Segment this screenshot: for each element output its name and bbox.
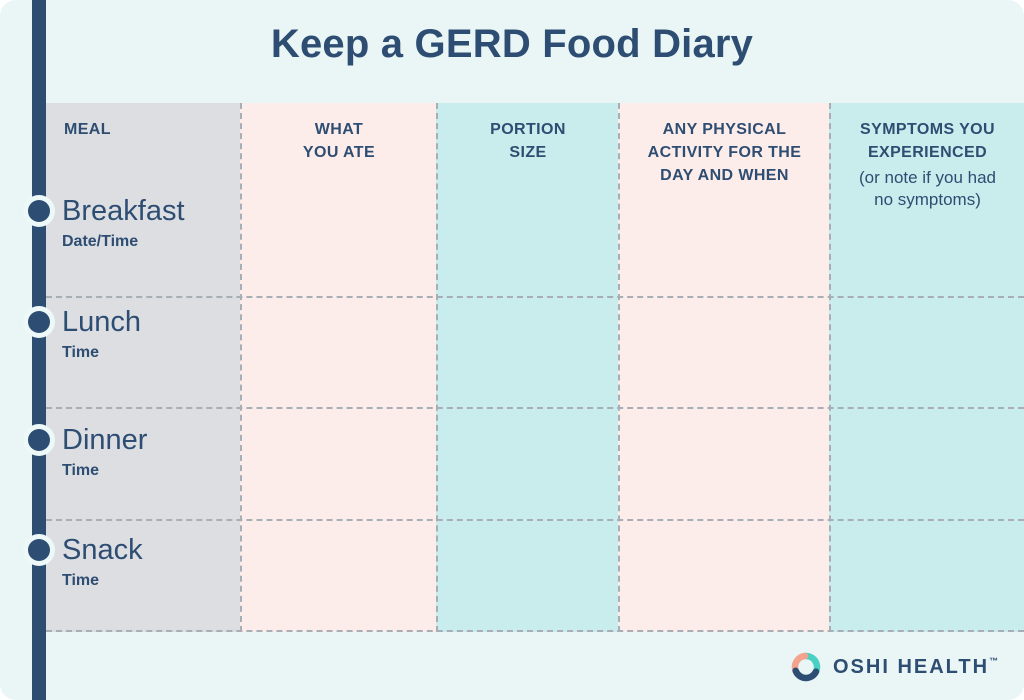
meal-name: Lunch — [62, 306, 142, 338]
column-what-you-ate: WHAT YOU ATE — [240, 103, 436, 632]
meal-name: Breakfast — [62, 195, 185, 227]
timeline-bullet-breakfast — [28, 200, 50, 222]
meal-row-snack: Snack Time — [62, 533, 143, 590]
accent-bar — [32, 0, 46, 700]
column-header-physical-activity: ANY PHYSICAL ACTIVITY FOR THE DAY AND WH… — [647, 121, 802, 184]
column-header-symptoms: SYMPTOMS YOU EXPERIENCED — [860, 121, 995, 161]
timeline-bullet-snack — [28, 539, 50, 561]
meal-subtitle: Date/Time — [62, 233, 139, 250]
brand-name: OSHI HEALTH — [833, 655, 990, 678]
meal-subtitle: Time — [62, 572, 100, 589]
meal-subtitle: Time — [62, 344, 100, 361]
row-separator — [46, 407, 1024, 409]
column-symptoms: SYMPTOMS YOU EXPERIENCED (or note if you… — [829, 103, 1024, 632]
meal-subtitle: Time — [62, 462, 100, 479]
timeline-bullet-lunch — [28, 311, 50, 333]
table-bottom-separator — [46, 630, 1024, 632]
column-meal: MEAL Breakfast Date/Time Lunch Time Dinn… — [46, 103, 240, 632]
oshi-health-logo: OSHI HEALTH™ — [788, 649, 998, 685]
column-header-portion-size: PORTION SIZE — [490, 121, 566, 161]
meal-row-breakfast: Breakfast Date/Time — [62, 194, 185, 251]
meal-name: Snack — [62, 534, 143, 566]
column-physical-activity: ANY PHYSICAL ACTIVITY FOR THE DAY AND WH… — [618, 103, 829, 632]
oshi-health-wordmark: OSHI HEALTH™ — [833, 656, 998, 679]
row-separator — [46, 296, 1024, 298]
column-header-symptoms-note: (or note if you had no symptoms) — [858, 168, 997, 209]
meal-row-lunch: Lunch Time — [62, 305, 141, 362]
timeline-bullet-dinner — [28, 429, 50, 451]
trademark-symbol: ™ — [989, 655, 999, 666]
food-diary-table: MEAL Breakfast Date/Time Lunch Time Dinn… — [46, 103, 1024, 632]
column-portion-size: PORTION SIZE — [436, 103, 618, 632]
column-header-meal: MEAL — [64, 121, 111, 138]
oshi-health-logo-icon — [791, 652, 821, 682]
meal-name: Dinner — [62, 424, 148, 456]
row-separator — [46, 519, 1024, 521]
column-header-what-you-ate: WHAT YOU ATE — [302, 121, 376, 161]
page-title: Keep a GERD Food Diary — [270, 22, 754, 66]
meal-row-dinner: Dinner Time — [62, 423, 147, 480]
